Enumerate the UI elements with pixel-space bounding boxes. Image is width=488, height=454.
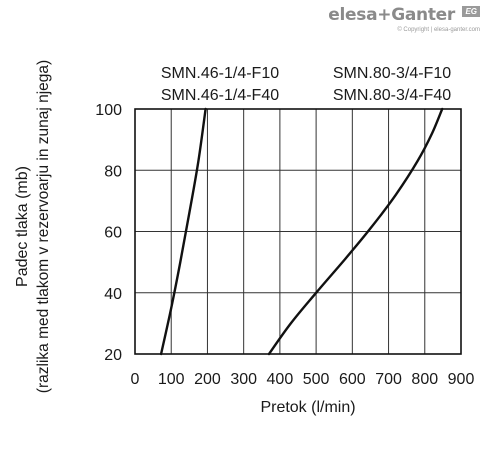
x-tick-label: 0: [131, 371, 140, 388]
y-tick-label: 100: [95, 102, 122, 119]
y-tick-label: 20: [104, 347, 122, 364]
brand-block: elesa+Ganter EG © Copyright | elesa-gant…: [328, 6, 480, 34]
x-axis-label: Pretok (l/min): [260, 399, 355, 416]
x-tick-label: 100: [158, 371, 185, 388]
y-tick-label: 80: [104, 163, 122, 180]
series-label: SMN.80-3/4-F10: [333, 65, 451, 82]
x-tick-label: 800: [411, 371, 438, 388]
series-label: SMN.80-3/4-F40: [333, 87, 451, 104]
series-label: SMN.46-1/4-F10: [161, 65, 279, 82]
y-axis-sublabel: (razlika med tlakom v rezervoarju in zun…: [35, 60, 52, 393]
x-tick-label: 400: [267, 371, 294, 388]
plot-frame: [134, 108, 462, 355]
y-axis-label: Padec tlaka (mb): [14, 166, 31, 287]
y-tick-label: 40: [104, 286, 122, 303]
y-tick-label: 60: [104, 225, 122, 242]
x-tick-label: 600: [339, 371, 366, 388]
series-label: SMN.46-1/4-F40: [161, 87, 279, 104]
x-tick-label: 300: [230, 371, 257, 388]
x-tick-label: 500: [303, 371, 330, 388]
series-line-1: [159, 107, 207, 356]
x-tick-label: 700: [375, 371, 402, 388]
brand-logo: elesa+Ganter: [328, 5, 455, 25]
brand-copyright: © Copyright | elesa-ganter.com: [397, 27, 480, 33]
x-tick-label: 900: [448, 371, 475, 388]
brand-badge: EG: [462, 6, 480, 17]
x-tick-label: 200: [194, 371, 221, 388]
series-line-2: [267, 107, 444, 356]
